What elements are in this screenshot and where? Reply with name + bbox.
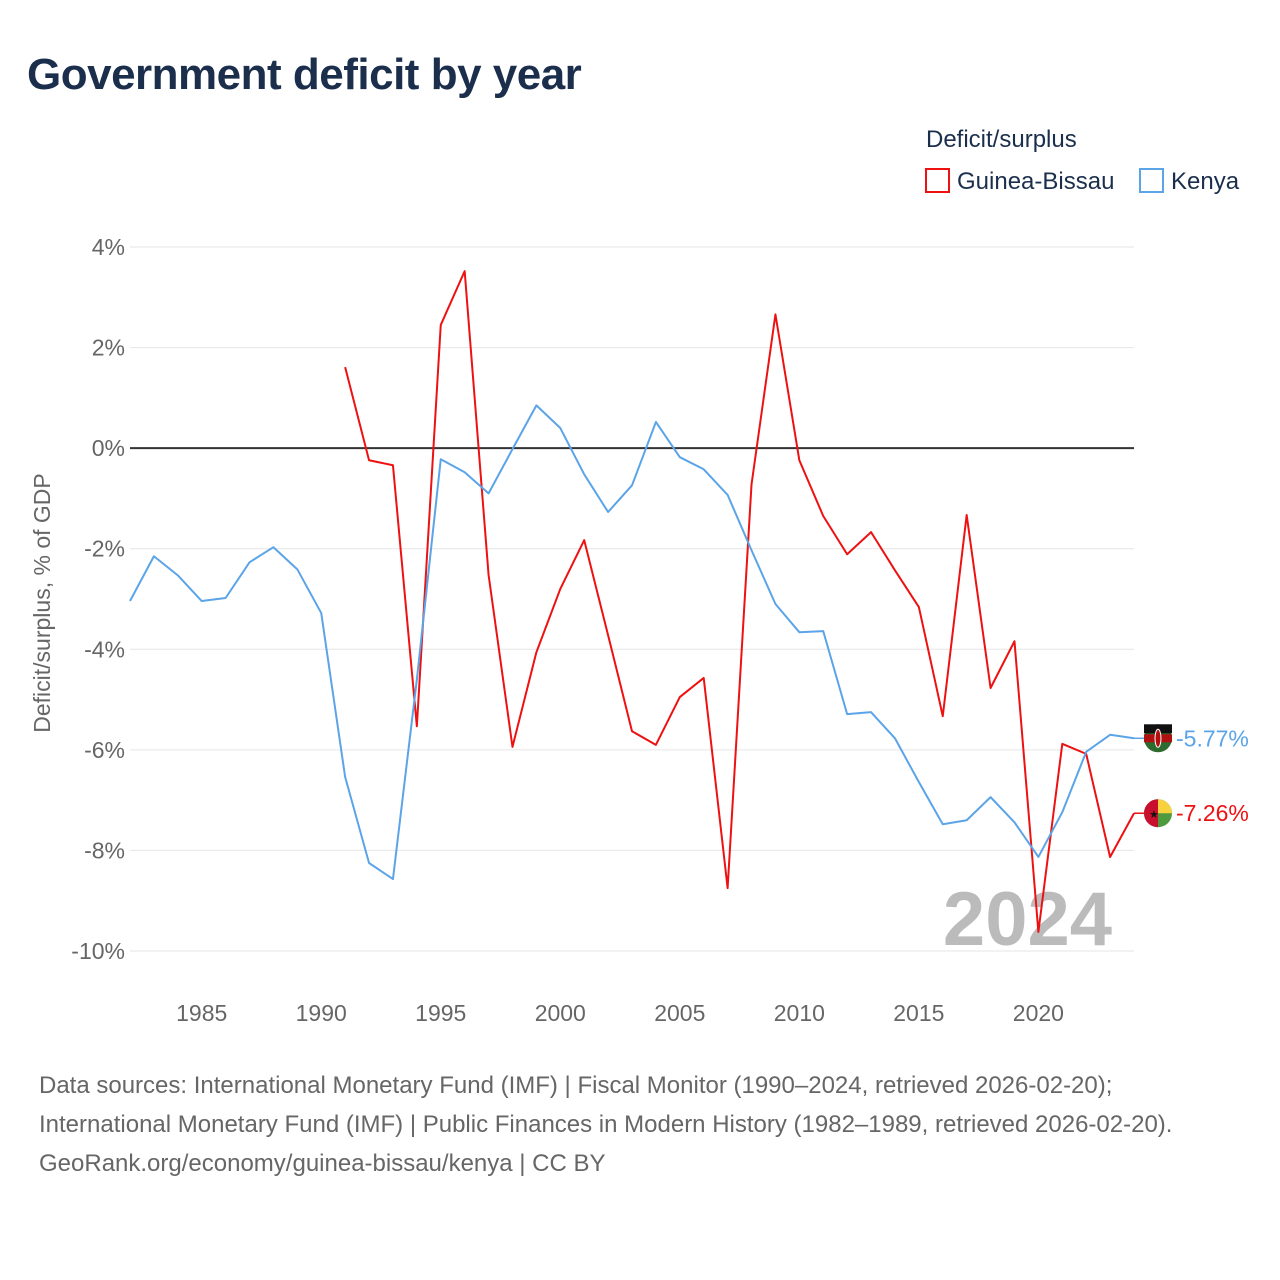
x-tick-label: 1995 — [415, 1000, 466, 1026]
legend-label[interactable]: Kenya — [1171, 168, 1240, 195]
chart-title: Government deficit by year — [27, 50, 582, 99]
x-tick-label: 2000 — [535, 1000, 586, 1026]
y-tick-label: -8% — [84, 837, 125, 863]
series-lines — [129, 270, 1135, 933]
credit[interactable]: GeoRank.org/economy/guinea-bissau/kenya … — [39, 1150, 606, 1177]
end-labels: ★ -7.26% -5.77% — [1134, 724, 1249, 828]
y-tick-label: 0% — [92, 435, 125, 461]
year-watermark: 2024 — [943, 877, 1112, 962]
legend-swatch[interactable] — [925, 168, 950, 193]
x-tick-label: 1985 — [176, 1000, 227, 1026]
y-tick-label: -6% — [84, 737, 125, 763]
end-value-label: -7.26% — [1176, 800, 1249, 826]
x-tick-label: 2015 — [893, 1000, 944, 1026]
svg-text:★: ★ — [1149, 809, 1159, 821]
y-ticks: 4% 2% 0% -2% -4% -6% -8% -10% — [71, 234, 125, 964]
x-tick-label: 2010 — [774, 1000, 825, 1026]
chart: 4% 2% 0% -2% -4% -6% -8% -10% 1985 1990 1995 2000 2… — [29, 126, 1249, 1026]
y-tick-label: -4% — [84, 636, 125, 662]
flag-icon-kenya — [1144, 724, 1172, 753]
legend: Guinea-Bissau Kenya — [925, 168, 1240, 195]
x-tick-label: 2020 — [1013, 1000, 1064, 1026]
series-line-kenya[interactable] — [129, 404, 1135, 881]
legend-title: Deficit/surplus — [926, 126, 1077, 153]
y-axis-label: Deficit/surplus, % of GDP — [29, 473, 55, 732]
x-ticks: 1985 1990 1995 2000 2005 2010 2015 2020 — [176, 1000, 1064, 1026]
sources-line-1: Data sources: International Monetary Fun… — [39, 1072, 1113, 1099]
y-tick-label: 2% — [92, 335, 125, 361]
grid — [130, 246, 1134, 952]
flag-icon-guinea-bissau: ★ — [1144, 799, 1172, 828]
legend-label[interactable]: Guinea-Bissau — [957, 168, 1114, 195]
legend-swatch[interactable] — [1139, 168, 1164, 193]
sources: Data sources: International Monetary Fun… — [39, 1066, 1239, 1183]
end-value-label: -5.77% — [1176, 725, 1249, 751]
x-tick-label: 1990 — [296, 1000, 347, 1026]
sources-line-2: International Monetary Fund (IMF) | Publ… — [39, 1111, 1173, 1138]
x-tick-label: 2005 — [654, 1000, 705, 1026]
y-tick-label: -2% — [84, 536, 125, 562]
y-tick-label: 4% — [92, 234, 125, 260]
series-line-guinea-bissau[interactable] — [344, 270, 1135, 933]
y-tick-label: -10% — [71, 938, 125, 964]
